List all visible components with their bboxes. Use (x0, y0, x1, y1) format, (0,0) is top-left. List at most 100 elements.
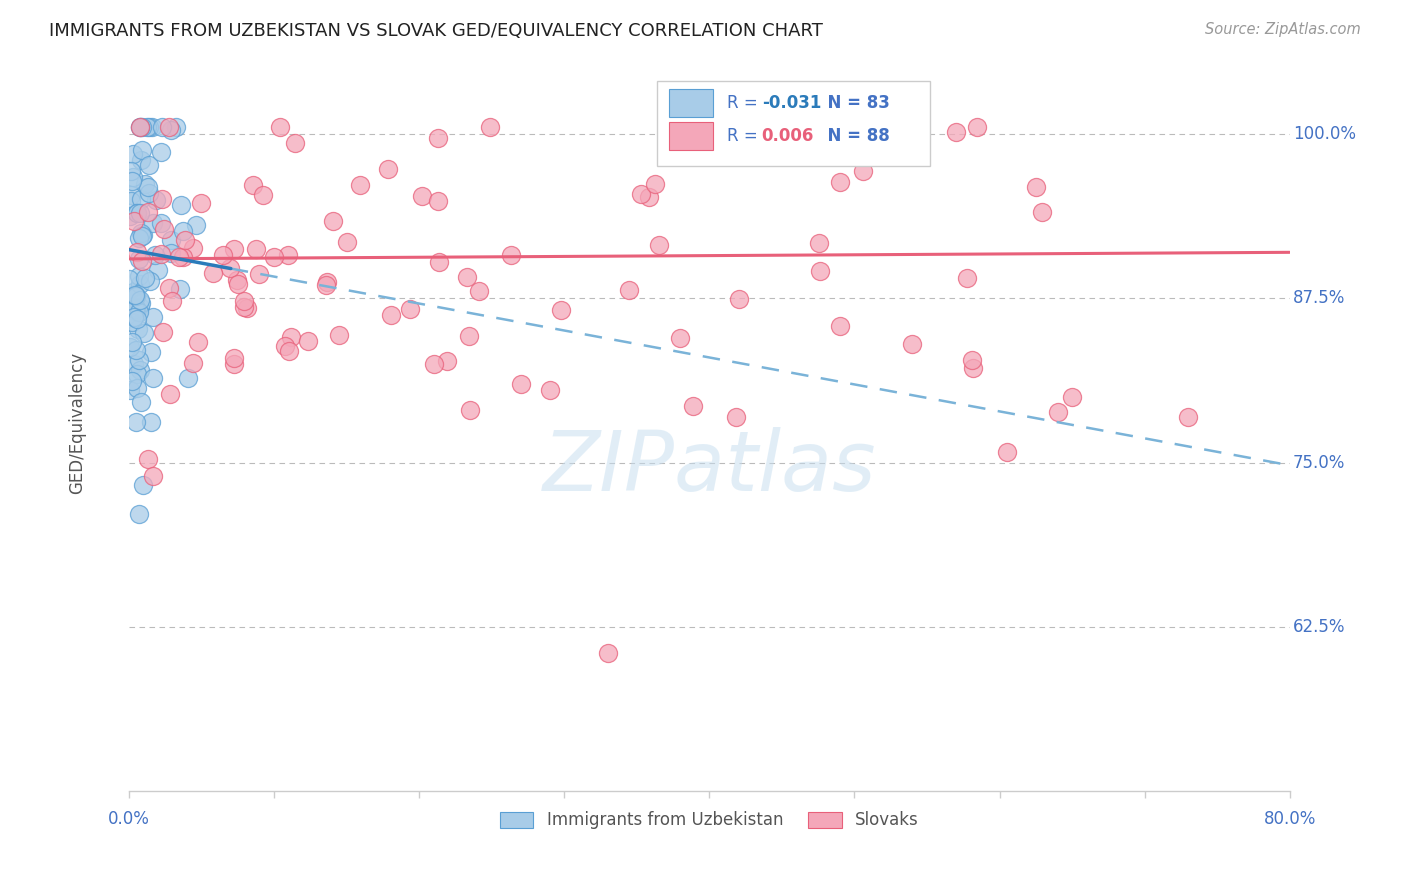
Point (124, 302, 146, 317)
Point (124, 287, 146, 301)
Point (966, 120, 988, 135)
Point (190, 196, 212, 211)
Point (411, 189, 433, 203)
Text: GED/Equivalency: GED/Equivalency (67, 352, 86, 494)
Point (129, 120, 152, 135)
Text: 87.5%: 87.5% (1294, 289, 1346, 308)
Point (129, 363, 152, 377)
Point (120, 164, 142, 178)
Point (377, 161, 399, 176)
Point (901, 337, 924, 351)
Point (995, 445, 1018, 459)
Point (145, 193, 167, 207)
Point (637, 190, 659, 204)
Point (150, 246, 173, 260)
Point (225, 273, 247, 287)
Point (242, 178, 264, 192)
Point (297, 334, 319, 348)
Point (456, 269, 478, 284)
Point (852, 164, 875, 178)
Point (142, 468, 165, 483)
Point (157, 120, 180, 135)
Point (165, 120, 187, 135)
Point (125, 381, 148, 395)
Point (808, 264, 831, 278)
Point (128, 120, 150, 135)
Point (167, 250, 190, 264)
Point (131, 192, 153, 206)
Point (131, 143, 153, 157)
Point (132, 478, 155, 492)
Point (122, 214, 145, 228)
Point (322, 214, 344, 228)
Point (138, 120, 160, 135)
Point (159, 123, 181, 137)
Point (128, 252, 150, 266)
Point (153, 221, 176, 235)
Text: R =: R = (727, 94, 763, 112)
Point (129, 395, 152, 409)
Point (682, 399, 704, 413)
Point (138, 186, 160, 200)
Point (121, 174, 143, 188)
Point (150, 192, 173, 206)
Point (458, 403, 481, 417)
Point (644, 177, 666, 191)
Point (669, 331, 692, 345)
Point (131, 153, 153, 168)
Point (150, 120, 173, 135)
Point (121, 169, 143, 184)
Point (138, 158, 160, 172)
Point (201, 266, 224, 280)
Point (121, 334, 143, 349)
Point (727, 292, 749, 306)
Point (118, 383, 141, 397)
Point (142, 310, 165, 324)
Point (136, 205, 159, 219)
Point (127, 206, 149, 220)
Point (122, 310, 145, 324)
Point (160, 233, 183, 247)
Point (183, 241, 205, 255)
Point (725, 409, 748, 424)
Point (135, 120, 157, 135)
Text: N = 83: N = 83 (815, 94, 890, 112)
Point (129, 120, 152, 135)
Point (131, 229, 153, 244)
Point (131, 120, 153, 135)
Point (122, 285, 145, 299)
Point (160, 294, 183, 309)
Point (176, 370, 198, 384)
Point (457, 329, 479, 343)
Point (181, 356, 204, 370)
Point (274, 339, 297, 353)
Point (1177, 409, 1199, 424)
Point (219, 261, 242, 276)
Point (127, 367, 149, 381)
Text: -0.031: -0.031 (762, 94, 821, 112)
Point (128, 300, 150, 314)
FancyBboxPatch shape (669, 122, 713, 150)
Point (830, 175, 852, 189)
Point (160, 246, 183, 260)
Point (468, 284, 491, 298)
Point (423, 357, 446, 371)
Point (129, 296, 152, 310)
Point (426, 131, 449, 145)
Point (316, 275, 339, 289)
Text: IMMIGRANTS FROM UZBEKISTAN VS SLOVAK GED/EQUIVALENCY CORRELATION CHART: IMMIGRANTS FROM UZBEKISTAN VS SLOVAK GED… (49, 22, 823, 40)
FancyBboxPatch shape (657, 81, 929, 166)
Point (121, 375, 143, 389)
Point (129, 205, 152, 219)
Legend: Immigrants from Uzbekistan, Slovaks: Immigrants from Uzbekistan, Slovaks (494, 805, 925, 836)
Point (124, 303, 146, 318)
Text: 80.0%: 80.0% (1264, 810, 1316, 828)
Point (141, 344, 163, 359)
Point (172, 250, 194, 264)
Point (479, 120, 502, 135)
Point (128, 305, 150, 319)
Point (1025, 179, 1047, 194)
Point (1060, 390, 1083, 404)
Point (550, 302, 572, 317)
Point (277, 343, 299, 358)
